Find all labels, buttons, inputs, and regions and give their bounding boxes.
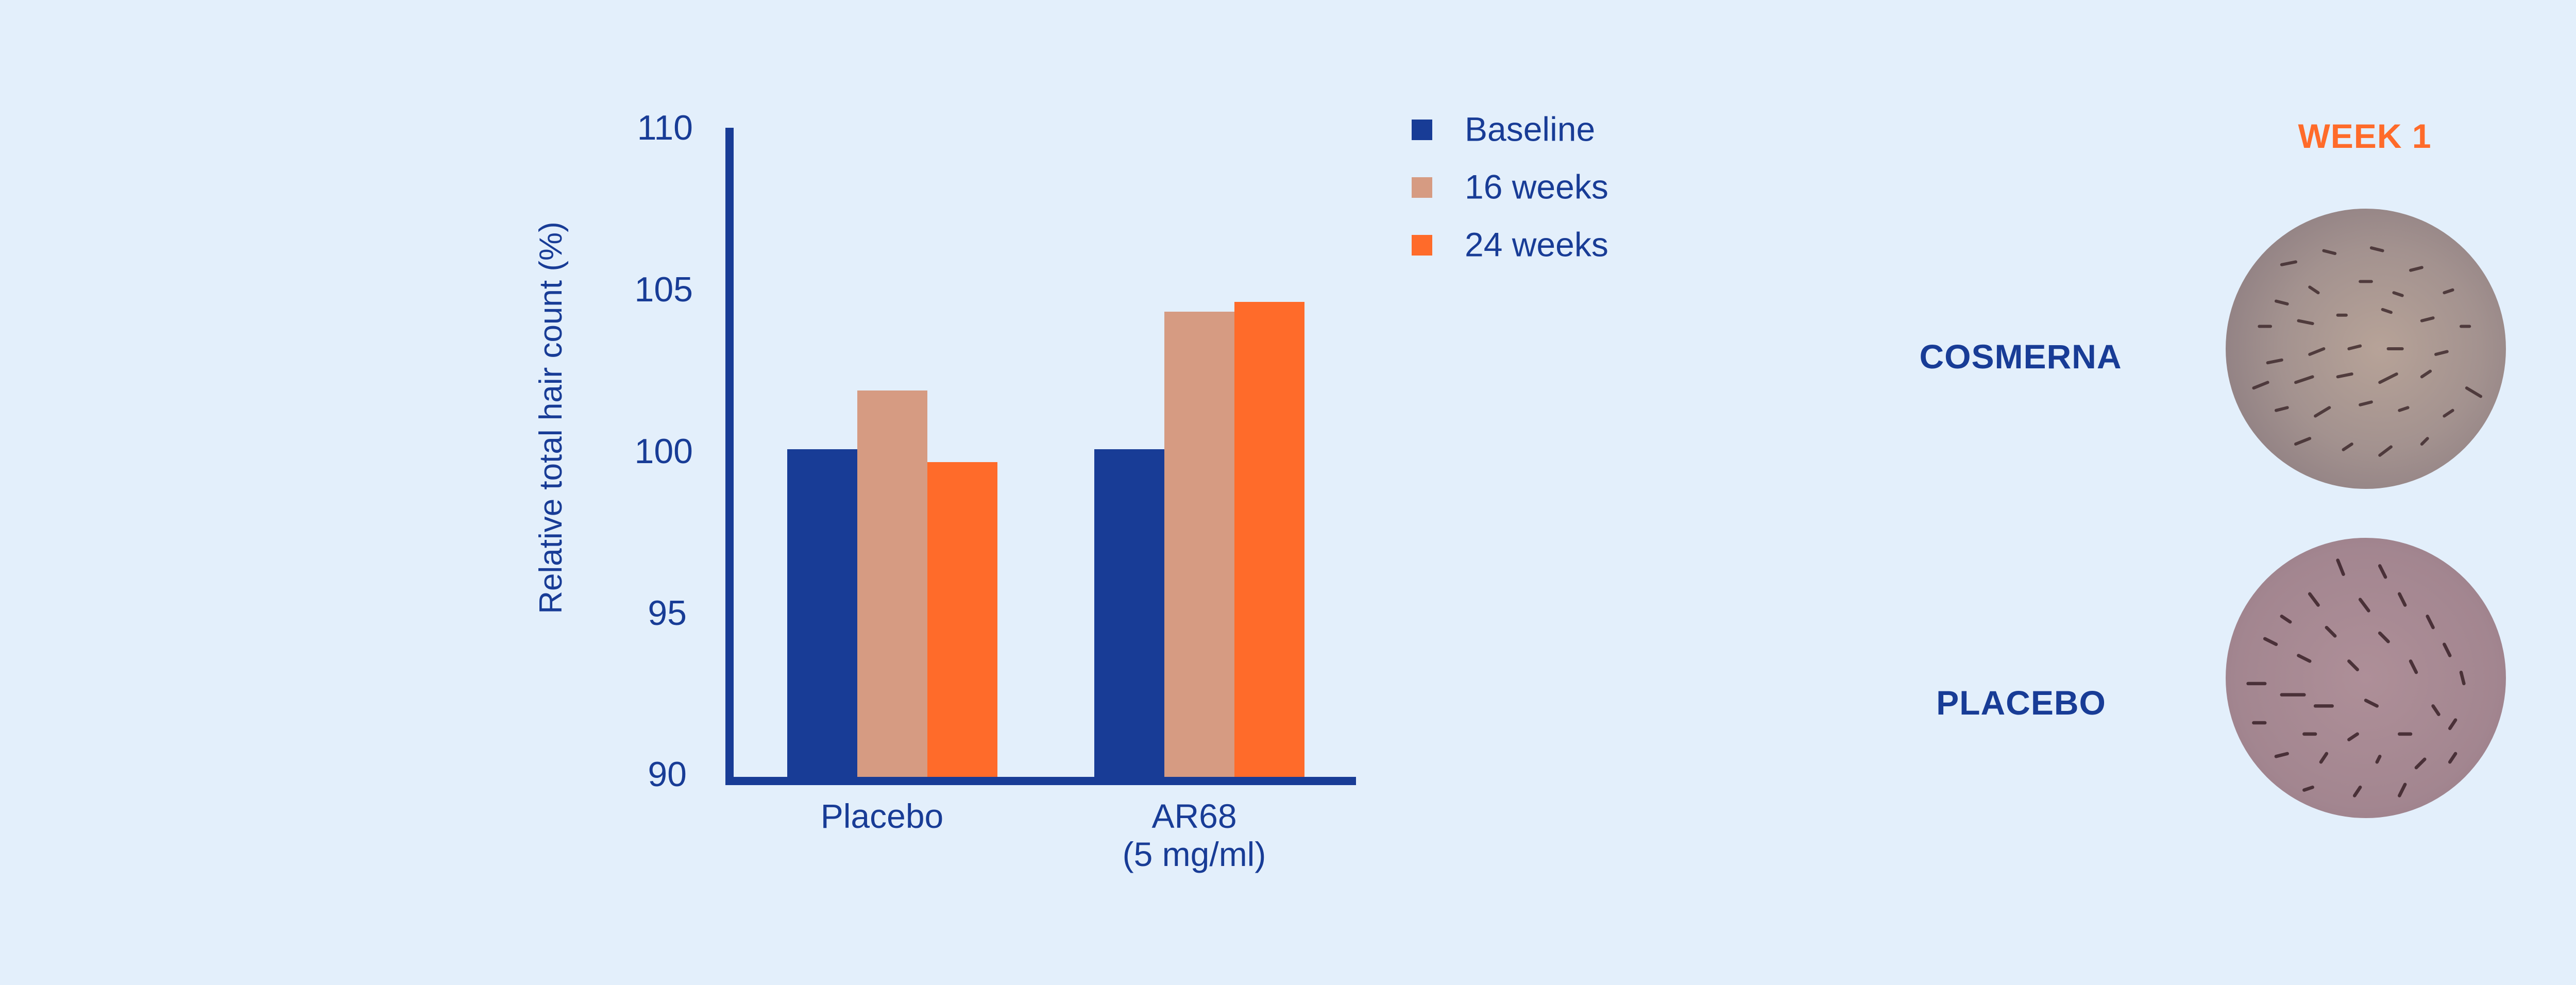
bar-24-weeks-ar68 <box>1234 301 1304 777</box>
x-axis-line <box>725 777 1356 785</box>
legend-item-baseline: Baseline <box>1412 112 1595 146</box>
category-sublabel: (5 mg/ml) <box>1122 835 1266 873</box>
y-tick-110: 110 <box>637 108 693 147</box>
y-tick-95: 95 <box>648 593 687 633</box>
legend-label: Baseline <box>1465 110 1596 148</box>
legend-item-24-weeks: 24 weeks <box>1412 228 1608 262</box>
bar-baseline-ar68 <box>1094 449 1164 777</box>
y-axis-line <box>725 128 734 785</box>
legend-swatch-24-weeks <box>1412 235 1432 256</box>
legend-swatch-16-weeks <box>1412 177 1432 198</box>
bar-16-weeks-placebo <box>857 390 927 777</box>
legend-swatch-baseline <box>1412 120 1432 140</box>
column-header-week-1: WEEK 1 <box>2298 117 2432 155</box>
y-tick-90: 90 <box>648 755 687 794</box>
x-category-ar68: AR68 (5 mg/ml) <box>1123 797 1266 874</box>
bar-baseline-placebo <box>787 449 857 777</box>
legend-item-16-weeks: 16 weeks <box>1412 170 1608 204</box>
bar-24-weeks-placebo <box>927 462 997 777</box>
y-axis-label: Relative total hair count (%) <box>533 222 569 614</box>
y-tick-100: 100 <box>634 432 693 471</box>
scalp-photo-placebo-week-1 <box>2226 538 2506 818</box>
scalp-photo-cosmerna-week-1 <box>2226 209 2506 489</box>
legend-label: 24 weeks <box>1465 225 1608 264</box>
category-label: Placebo <box>820 797 944 835</box>
legend-label: 16 weeks <box>1465 167 1608 206</box>
category-label: AR68 <box>1151 797 1237 835</box>
row-label-cosmerna: COSMERNA <box>1919 337 2122 376</box>
x-category-placebo: Placebo <box>821 797 944 836</box>
row-label-placebo: PLACEBO <box>1936 684 2106 722</box>
bar-16-weeks-ar68 <box>1164 311 1234 777</box>
y-tick-105: 105 <box>634 270 693 309</box>
